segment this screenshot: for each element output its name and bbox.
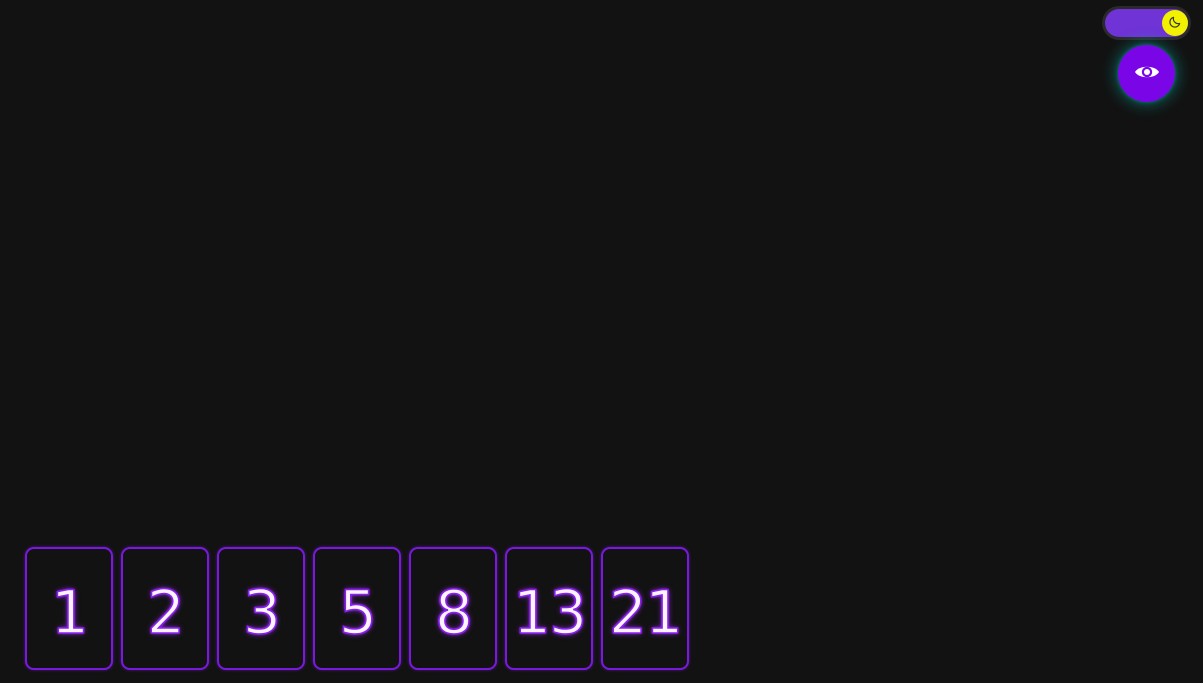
card-1[interactable]: 1 bbox=[25, 547, 113, 670]
card-21[interactable]: 21 bbox=[601, 547, 689, 670]
eye-icon bbox=[1134, 63, 1160, 84]
card-value: 2 bbox=[146, 577, 186, 648]
card-2[interactable]: 2 bbox=[121, 547, 209, 670]
moon-icon bbox=[1168, 14, 1182, 33]
card-value: 1 bbox=[50, 577, 90, 648]
theme-toggle[interactable] bbox=[1102, 6, 1191, 40]
card-value: 13 bbox=[512, 577, 588, 648]
reveal-cards-button[interactable] bbox=[1118, 45, 1175, 102]
theme-toggle-track bbox=[1105, 9, 1188, 37]
card-value: 5 bbox=[338, 577, 378, 648]
card-3[interactable]: 3 bbox=[217, 547, 305, 670]
card-13[interactable]: 13 bbox=[505, 547, 593, 670]
card-value: 8 bbox=[434, 577, 474, 648]
card-value: 21 bbox=[608, 577, 684, 648]
card-8[interactable]: 8 bbox=[409, 547, 497, 670]
card-row: 1 2 3 5 8 13 21 bbox=[25, 547, 689, 670]
card-value: 3 bbox=[242, 577, 282, 648]
theme-toggle-knob[interactable] bbox=[1162, 10, 1188, 36]
card-5[interactable]: 5 bbox=[313, 547, 401, 670]
